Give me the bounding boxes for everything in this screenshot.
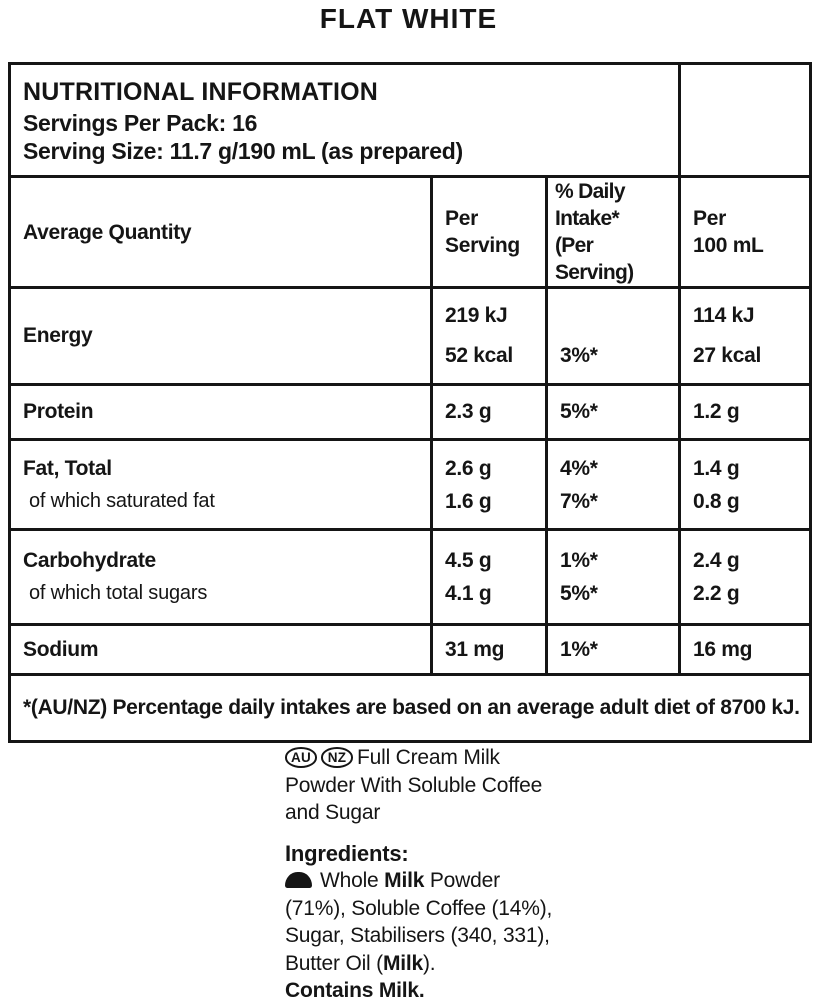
col-header-line: Per [445, 207, 478, 230]
carbohydrate-per-100ml: 2.4 g 2.2 g [678, 528, 813, 626]
carbohydrate-label: Carbohydrate of which total sugars [8, 528, 433, 626]
value-line: 219 kJ [445, 304, 508, 327]
col-header-per-100ml: Per 100 mL [678, 175, 813, 289]
nutrition-info-title: NUTRITIONAL INFORMATION [23, 78, 379, 106]
row-sublabel: of which saturated fat [29, 489, 215, 512]
carbohydrate-daily-intake: 1%* 5%* [544, 528, 682, 626]
col-header-daily-intake: % Daily Intake* (Per Serving) [544, 175, 682, 289]
ingredients-heading: Ingredients: [285, 840, 409, 866]
nutrition-table: NUTRITIONAL INFORMATION Servings Per Pac… [7, 62, 813, 743]
description-text: Full Cream Milk [357, 746, 500, 769]
description-line-3: and Sugar [285, 801, 381, 824]
footnote-row: *(AU/NZ) Percentage daily intakes are ba… [7, 673, 813, 743]
energy-per-serving: 219 kJ 52 kcal [430, 286, 548, 386]
row-protein: Protein 2.3 g 5%* 1.2 g [8, 383, 813, 441]
fat-daily-intake: 4%* 7%* [544, 438, 682, 531]
fat-label: Fat, Total of which saturated fat [8, 438, 433, 531]
table-header-cell: NUTRITIONAL INFORMATION Servings Per Pac… [7, 62, 682, 178]
description-line-2: Powder With Soluble Coffee [285, 773, 543, 797]
col-header-line: Intake* [555, 207, 620, 230]
value-line: 1%* [560, 549, 598, 572]
table-header-empty-cell [678, 62, 813, 178]
value-line [560, 303, 670, 329]
protein-label: Protein [8, 383, 433, 441]
value-line: 52 kcal [445, 344, 513, 367]
value-line: 2.2 g [693, 582, 740, 605]
servings-per-pack: Servings Per Pack: 16 [23, 110, 258, 136]
value-line: 114 kJ [693, 304, 755, 327]
value-line: 1.4 g [693, 456, 740, 480]
value-line: 0.8 g [693, 489, 740, 513]
row-carbohydrate: Carbohydrate of which total sugars 4.5 g… [8, 528, 813, 626]
au-badge: AU [285, 747, 317, 768]
column-header-row: Average Quantity Per Serving % Daily Int… [8, 175, 813, 289]
sodium-per-serving: 31 mg [430, 623, 548, 676]
protein-per-serving: 2.3 g [430, 383, 548, 441]
value-line: 2.4 g [693, 549, 740, 572]
daily-intake-footnote: *(AU/NZ) Percentage daily intakes are ba… [7, 673, 813, 743]
page-title: FLAT WHITE [319, 3, 498, 34]
energy-daily-intake: 3%* [544, 286, 682, 386]
col-header-average-quantity: Average Quantity [8, 175, 433, 289]
row-label: Fat, Total [23, 456, 112, 480]
col-header-line: 100 mL [693, 234, 764, 257]
value-line: 1.6 g [445, 489, 492, 513]
energy-per-100ml: 114 kJ 27 kcal [678, 286, 813, 386]
description-line-1: AU NZ Full Cream Milk [285, 744, 585, 772]
product-description-block: AU NZ Full Cream Milk Powder With Soluble … [285, 744, 585, 1005]
value-line: 27 kcal [693, 344, 761, 367]
sodium-per-100ml: 16 mg [678, 623, 813, 676]
value-line: 4.5 g [445, 549, 492, 572]
sodium-label: Sodium [8, 623, 433, 676]
col-header-line: % Daily [555, 180, 626, 203]
milk-allergen-icon [285, 872, 312, 888]
value-line: 7%* [560, 489, 598, 513]
col-header-line: Per [693, 207, 726, 230]
fat-per-serving: 2.6 g 1.6 g [430, 438, 548, 531]
nz-badge: NZ [321, 747, 353, 768]
contains-statement: Contains Milk. [285, 979, 425, 1002]
serving-size: Serving Size: 11.7 g/190 mL (as prepared… [23, 138, 463, 164]
carbohydrate-per-serving: 4.5 g 4.1 g [430, 528, 548, 626]
fat-per-100ml: 1.4 g 0.8 g [678, 438, 813, 531]
protein-daily-intake: 5%* [544, 383, 682, 441]
protein-per-100ml: 1.2 g [678, 383, 813, 441]
value-line: 4%* [560, 456, 598, 480]
value-line: 5%* [560, 582, 598, 605]
col-header-line: (Per Serving) [555, 234, 634, 284]
sodium-daily-intake: 1%* [544, 623, 682, 676]
energy-label: Energy [8, 286, 433, 386]
row-sublabel: of which total sugars [29, 582, 208, 604]
row-label: Carbohydrate [23, 549, 156, 572]
row-energy: Energy 219 kJ 52 kcal 3%* 114 kJ 27 kcal [8, 286, 813, 386]
value-line: 3%* [560, 344, 598, 367]
value-line: 4.1 g [445, 582, 492, 605]
ingredients-list: Whole Milk Powder (71%), Soluble Coffee (… [285, 867, 585, 977]
col-header-per-serving: Per Serving [430, 175, 548, 289]
ingredients-text: Whole Milk Powder (71%), Soluble Coffee (… [285, 869, 553, 975]
row-sodium: Sodium 31 mg 1%* 16 mg [8, 623, 813, 676]
row-fat: Fat, Total of which saturated fat 2.6 g … [8, 438, 813, 531]
value-line: 2.6 g [445, 456, 492, 480]
col-header-line: Serving [445, 234, 520, 257]
table-header-row: NUTRITIONAL INFORMATION Servings Per Pac… [7, 62, 813, 178]
